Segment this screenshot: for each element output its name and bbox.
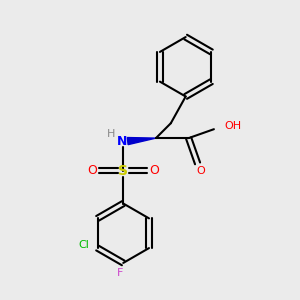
Text: Cl: Cl [79,240,90,250]
Text: N: N [117,135,128,148]
Polygon shape [127,137,156,145]
Text: H: H [107,129,116,139]
Text: O: O [149,164,159,177]
Text: O: O [87,164,97,177]
Text: S: S [118,164,128,178]
Text: F: F [117,268,124,278]
Text: O: O [196,166,205,176]
Text: OH: OH [224,121,242,131]
